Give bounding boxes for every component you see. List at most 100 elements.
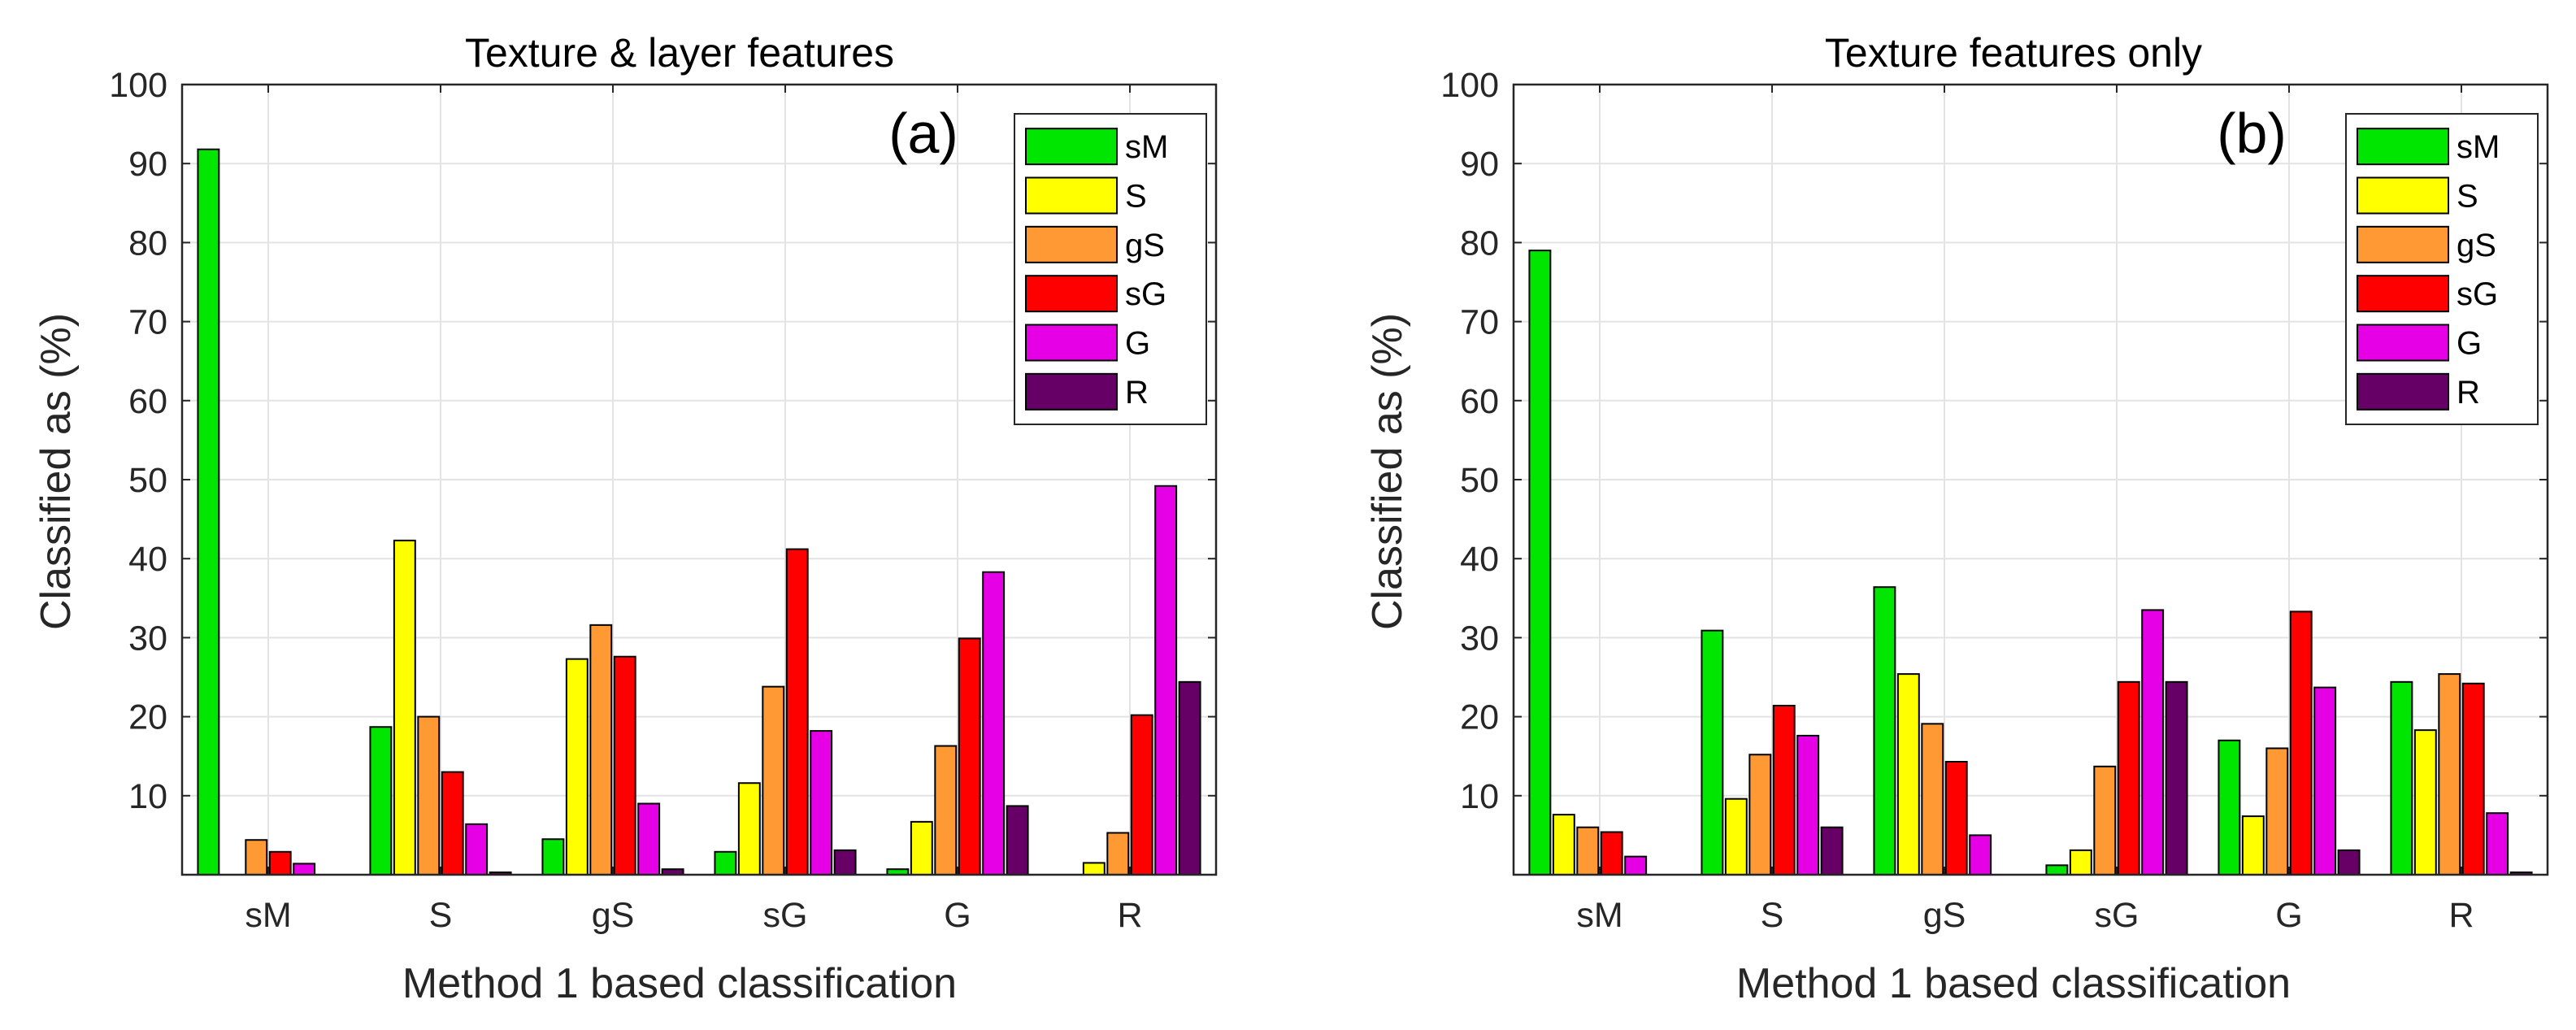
bar-sM-G	[2218, 739, 2241, 876]
legend: sM SgS sG GR	[2345, 113, 2539, 425]
bar-sG-G	[958, 637, 981, 876]
x-tick-label: gS	[1923, 896, 1966, 935]
bar-gS-G	[934, 745, 958, 876]
bar-sM-S	[369, 726, 393, 876]
legend-label-sG: sG	[2457, 276, 2498, 312]
y-tick-label: 10	[1460, 777, 1499, 816]
legend-label-R: R	[1125, 375, 1149, 411]
chart-title: Texture features only	[1825, 30, 2202, 76]
panel-label: (b)	[2217, 102, 2287, 165]
y-tick-label: 20	[1460, 698, 1499, 737]
legend-label-gS: gS	[1125, 228, 1165, 263]
x-tick-label: sG	[2095, 896, 2139, 935]
bar-gS-gS	[589, 624, 613, 876]
legend-swatch-sG	[2357, 275, 2449, 313]
y-tick-label: 70	[128, 303, 167, 342]
bar-S-sG	[737, 782, 761, 876]
bar-sG-S	[441, 771, 464, 876]
bar-sG-sM	[268, 850, 292, 876]
x-tick-label: G	[944, 896, 971, 935]
y-tick-label: 50	[128, 461, 167, 500]
legend-label-gS: gS	[2457, 228, 2496, 263]
y-tick-label: 90	[128, 145, 167, 184]
bar-sM-gS	[1873, 586, 1896, 876]
legend-swatch-gS	[1025, 225, 1118, 263]
bar-gS-S	[417, 715, 441, 876]
bar-S-sM	[1552, 814, 1575, 876]
bar-sG-gS	[613, 655, 636, 876]
y-tick-label: 80	[1460, 224, 1499, 263]
axes-box	[180, 83, 1218, 876]
legend-swatch-sM	[2357, 128, 2449, 166]
bar-sG-R	[1130, 714, 1153, 876]
y-tick-label: 90	[1460, 145, 1499, 184]
bar-sM-gS	[541, 838, 565, 876]
legend-swatch-R	[1025, 372, 1118, 411]
legend-label-sG: sG	[1125, 276, 1166, 312]
axes-box	[1512, 83, 2549, 876]
legend-swatch-G	[1025, 324, 1118, 362]
bar-sM-sG	[2045, 864, 2069, 876]
bar-R-G	[1006, 805, 1029, 876]
bar-sG-sM	[1600, 831, 1623, 876]
legend-swatch-G	[2357, 324, 2449, 362]
bar-G-S	[1796, 734, 1820, 876]
x-tick-label: sM	[1576, 896, 1622, 935]
bar-sM-sG	[714, 850, 737, 876]
legend-swatch-S	[1025, 176, 1118, 215]
legend-label-R: R	[2457, 375, 2480, 411]
x-tick-label: S	[429, 896, 453, 935]
bar-S-gS	[1896, 673, 1920, 876]
bar-gS-sG	[2093, 765, 2117, 876]
bar-gS-sG	[762, 685, 785, 876]
bar-gS-sM	[245, 839, 268, 876]
bar-G-sM	[1624, 855, 1648, 876]
bar-sG-sG	[785, 548, 809, 876]
bar-gS-sM	[1576, 826, 1600, 876]
bar-R-R	[1178, 680, 1201, 876]
bar-S-S	[1724, 797, 1748, 876]
bar-G-gS	[637, 802, 661, 876]
bar-gS-G	[2265, 747, 2289, 876]
bar-R-S	[1820, 826, 1844, 876]
y-tick-label: 60	[128, 382, 167, 421]
x-axis-label: Method 1 based classification	[402, 960, 957, 1007]
y-tick-label: 40	[128, 540, 167, 579]
legend-swatch-sG	[1025, 275, 1118, 313]
y-axis-label: Classified as (%)	[1364, 313, 1411, 630]
bar-G-S	[465, 823, 489, 876]
bar-S-gS	[565, 658, 589, 876]
legend-label-sM: sM	[1125, 129, 1168, 165]
legend-label-S: S	[1125, 179, 1147, 215]
legend-label-G: G	[2457, 326, 2482, 362]
chart-panel-a: Texture & layer features Classified as (…	[33, 30, 1218, 1007]
bar-gS-R	[1106, 832, 1130, 876]
bar-sG-sG	[2117, 680, 2140, 876]
y-tick-label: 50	[1460, 461, 1499, 500]
bar-R-G	[2337, 849, 2361, 876]
bar-S-R	[1082, 862, 1106, 876]
panel-label: (a)	[888, 102, 958, 165]
y-tick-label: 10	[128, 777, 167, 816]
x-tick-label: sM	[245, 896, 291, 935]
y-tick-label: 20	[128, 698, 167, 737]
legend-label-S: S	[2457, 179, 2478, 215]
legend-swatch-sM	[1025, 128, 1118, 166]
bar-sM-sM	[1528, 250, 1552, 876]
y-tick-label: 30	[128, 619, 167, 658]
bar-sG-G	[2289, 611, 2313, 876]
y-axis-label: Classified as (%)	[33, 313, 80, 630]
bar-S-sG	[2069, 849, 2092, 876]
y-tick-label: 80	[128, 224, 167, 263]
bar-sM-S	[1701, 629, 1724, 876]
legend-label-sM: sM	[2457, 129, 2500, 165]
bar-S-G	[2241, 815, 2265, 876]
chart-panel-b: Texture features only Classified as (%) …	[1364, 30, 2549, 1007]
x-tick-label: G	[2275, 896, 2302, 935]
bar-gS-gS	[1921, 723, 1944, 876]
bar-G-sG	[2141, 609, 2165, 876]
y-tick-label: 40	[1460, 540, 1499, 579]
